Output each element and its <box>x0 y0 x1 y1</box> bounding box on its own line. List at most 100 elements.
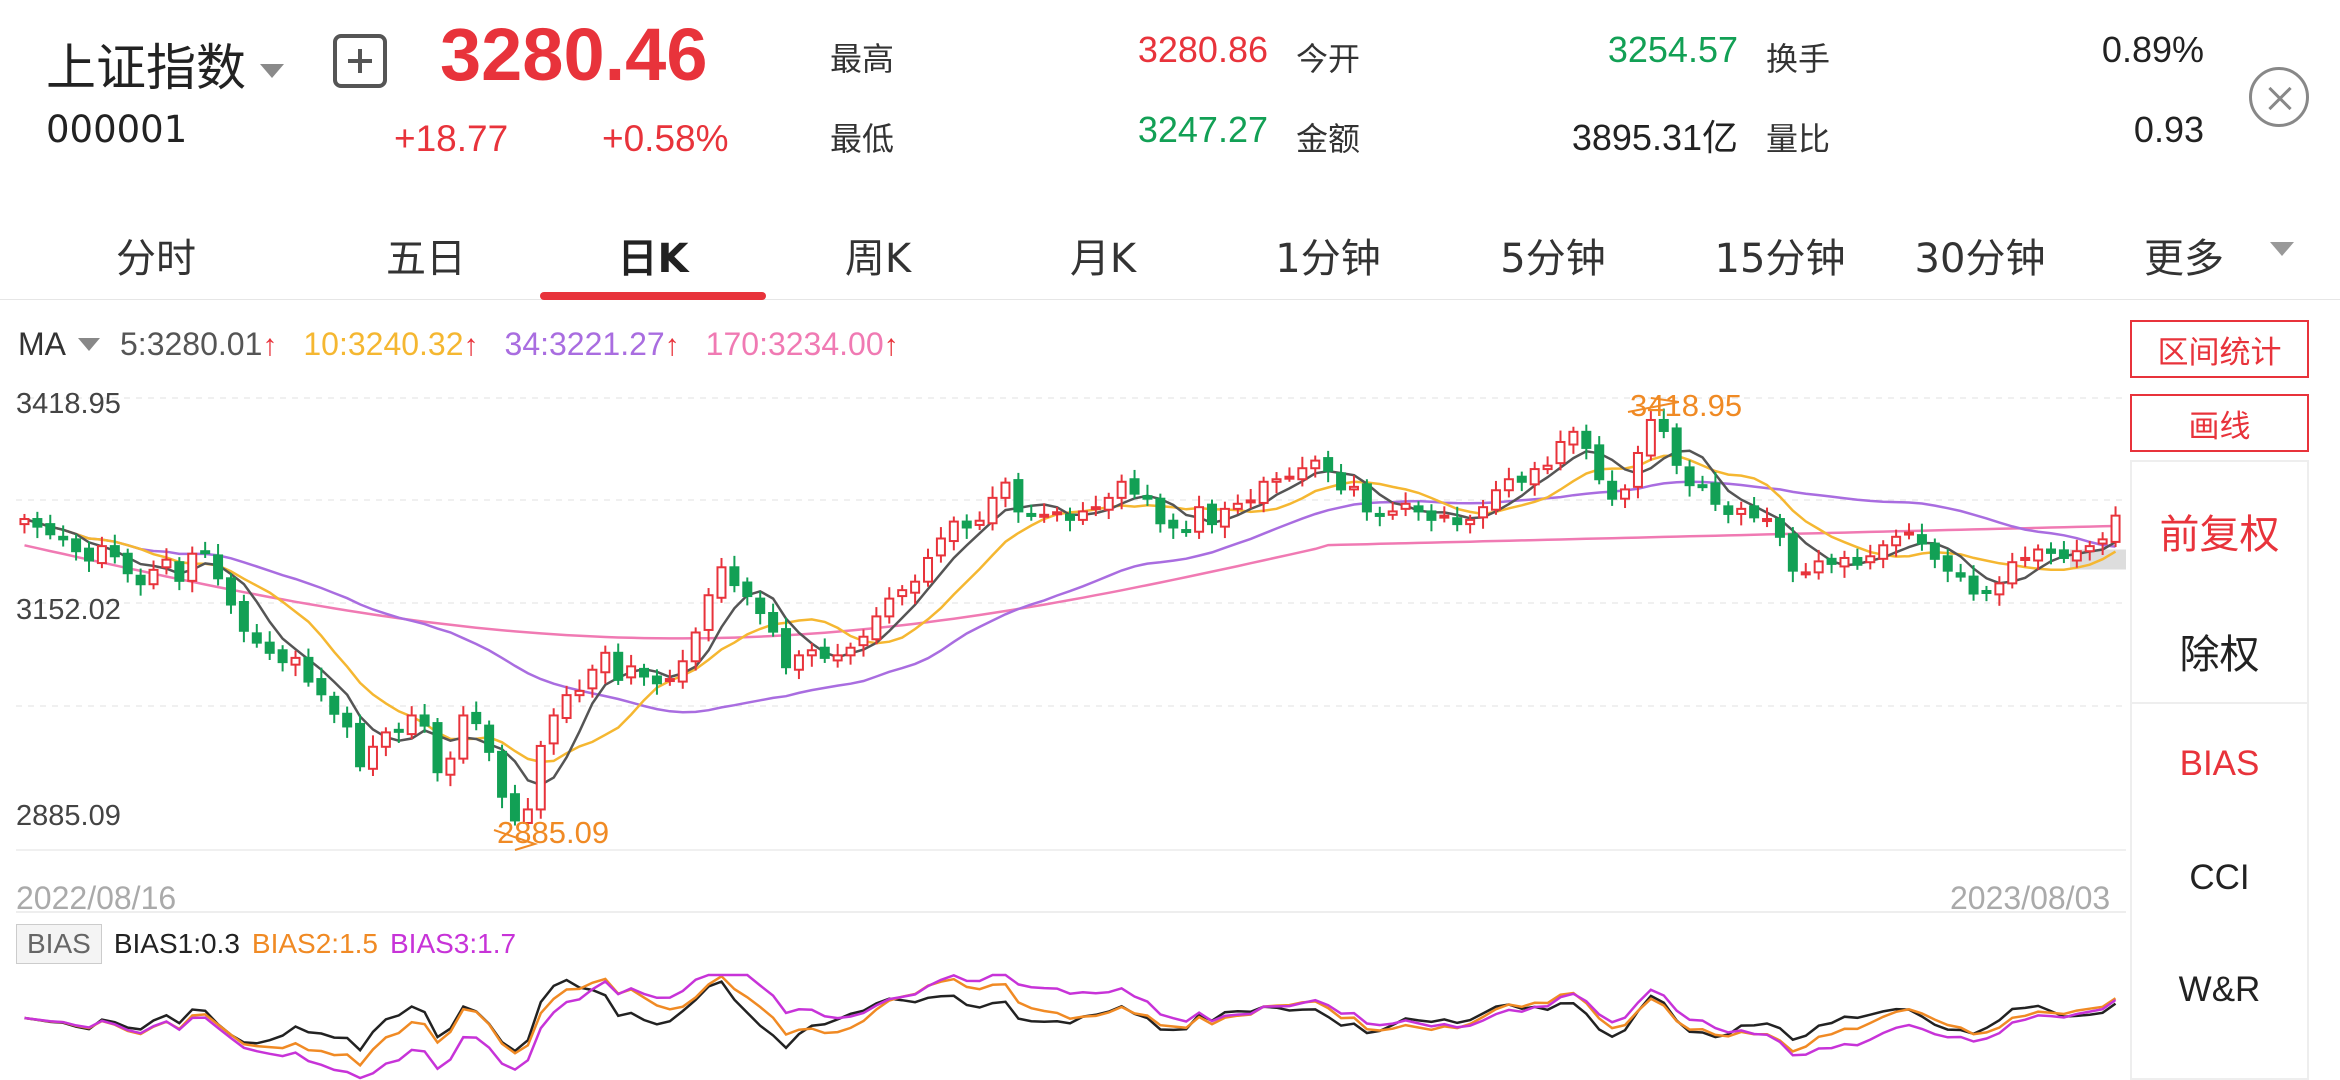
indicator-bias[interactable]: BIAS <box>2179 744 2260 783</box>
candle-body <box>1206 503 1217 526</box>
candle-body <box>238 601 249 632</box>
ma-legend[interactable]: MA 5:3280.01↑ 10:3240.32↑ 34:3221.27↑ 17… <box>18 326 925 363</box>
stat-label-volume-ratio: 量比 <box>1766 120 1831 158</box>
bias1-line <box>24 978 2117 1053</box>
candle-body <box>1297 467 1308 481</box>
add-watchlist-icon[interactable] <box>333 34 387 88</box>
candle-body <box>664 678 675 683</box>
candle-body <box>2110 514 2121 543</box>
candle-body <box>1684 466 1695 487</box>
candle-body <box>122 552 133 575</box>
candle-body <box>1568 430 1579 446</box>
candle-body <box>1529 468 1540 486</box>
candle-body <box>1645 418 1656 457</box>
candle-body <box>1697 484 1708 489</box>
candle-body <box>1000 481 1011 499</box>
min-price-label: 2885.09 <box>497 815 610 850</box>
ma-lines <box>24 449 2117 787</box>
candle-body <box>1852 556 1863 566</box>
up-arrow-icon: ↑ <box>463 329 479 362</box>
tab-monthly-k[interactable]: 月K <box>1069 236 1137 282</box>
candle-body <box>1336 472 1347 491</box>
candle-body <box>1594 444 1605 481</box>
min-leader-line <box>493 829 539 851</box>
up-arrow-icon: ↑ <box>664 329 680 362</box>
candle-body <box>1607 480 1618 500</box>
candle-body <box>1878 544 1889 560</box>
candle-body <box>187 552 198 582</box>
candle-body <box>58 535 69 541</box>
candle-body <box>1348 485 1359 491</box>
tab-five-day[interactable]: 五日 <box>386 236 466 282</box>
ma170-value: 170:3234.00↑ <box>705 326 899 362</box>
candle-body <box>806 649 817 657</box>
candle-body <box>290 656 301 666</box>
candle-body <box>1516 475 1527 483</box>
index-name-selector[interactable]: 上证指数 <box>46 28 284 100</box>
candle-body <box>1981 589 1992 594</box>
candle-body <box>2033 548 2044 562</box>
stat-value-high: 3280.86 <box>1137 29 1268 70</box>
candle-body <box>32 518 43 528</box>
candle-body <box>1929 542 1940 560</box>
indicator-cci[interactable]: CCI <box>2189 858 2250 897</box>
tab-30min[interactable]: 30分钟 <box>1914 236 2046 282</box>
candle-body <box>419 714 430 727</box>
stat-value-low: 3247.27 <box>1137 109 1268 150</box>
tab-1min[interactable]: 1分钟 <box>1275 236 1381 282</box>
bias-tag[interactable]: BIAS <box>16 924 102 964</box>
ma5-value: 5:3280.01↑ <box>120 326 278 362</box>
indicator-wr[interactable]: W&R <box>2178 970 2261 1009</box>
index-name: 上证指数 <box>46 39 246 97</box>
candle-body <box>845 646 856 657</box>
chevron-down-icon <box>78 338 100 351</box>
candle-body <box>1787 533 1798 572</box>
ma5-line <box>24 449 2117 787</box>
current-price: 3280.46 <box>440 13 708 96</box>
candle-body <box>613 651 624 681</box>
tab-weekly-k[interactable]: 周K <box>844 236 912 282</box>
candle-body <box>755 597 766 615</box>
candle-body <box>1710 482 1721 505</box>
candle-body <box>703 594 714 631</box>
candle-body <box>832 654 843 662</box>
candle-body <box>742 581 753 598</box>
candle-body <box>871 615 882 641</box>
candle-body <box>2020 556 2031 561</box>
tab-more[interactable]: 更多 <box>2144 236 2224 282</box>
candle-body <box>355 722 366 768</box>
candle-body <box>690 631 701 663</box>
candle-body <box>1762 518 1773 523</box>
candle-body <box>2046 548 2057 554</box>
candle-body <box>1284 475 1295 480</box>
bias3-value: BIAS3:1.7 <box>390 928 517 959</box>
candle-body <box>484 724 495 753</box>
ex-rights-option[interactable]: 除权 <box>2179 632 2260 678</box>
candle-body <box>1632 451 1643 488</box>
stat-label-high: 最高 <box>830 40 895 78</box>
candle-body <box>1039 513 1050 518</box>
candle-body <box>1839 556 1850 568</box>
candle-body <box>1387 510 1398 516</box>
candle-body <box>793 654 804 671</box>
tab-intraday[interactable]: 分时 <box>116 236 196 282</box>
candle-body <box>1245 499 1256 504</box>
kline-chart[interactable] <box>0 0 2130 1080</box>
candle-body <box>1103 496 1114 511</box>
tab-daily-k[interactable]: 日K <box>617 236 689 282</box>
tab-5min[interactable]: 5分钟 <box>1500 236 1606 282</box>
candle-body <box>910 580 921 594</box>
candle-body <box>2007 561 2018 585</box>
candle-body <box>1968 575 1979 595</box>
tab-15min[interactable]: 15分钟 <box>1714 236 1846 282</box>
close-icon[interactable] <box>2249 67 2309 127</box>
range-stats-button[interactable]: 区间统计 <box>2130 320 2309 378</box>
candle-body <box>509 793 520 822</box>
adjust-forward-option[interactable]: 前复权 <box>2159 512 2280 558</box>
candle-body <box>639 667 650 678</box>
draw-line-button[interactable]: 画线 <box>2130 394 2309 452</box>
candle-body <box>264 641 275 654</box>
candle-body <box>200 550 211 555</box>
candle-body <box>1749 505 1760 519</box>
candle-body <box>548 714 559 745</box>
